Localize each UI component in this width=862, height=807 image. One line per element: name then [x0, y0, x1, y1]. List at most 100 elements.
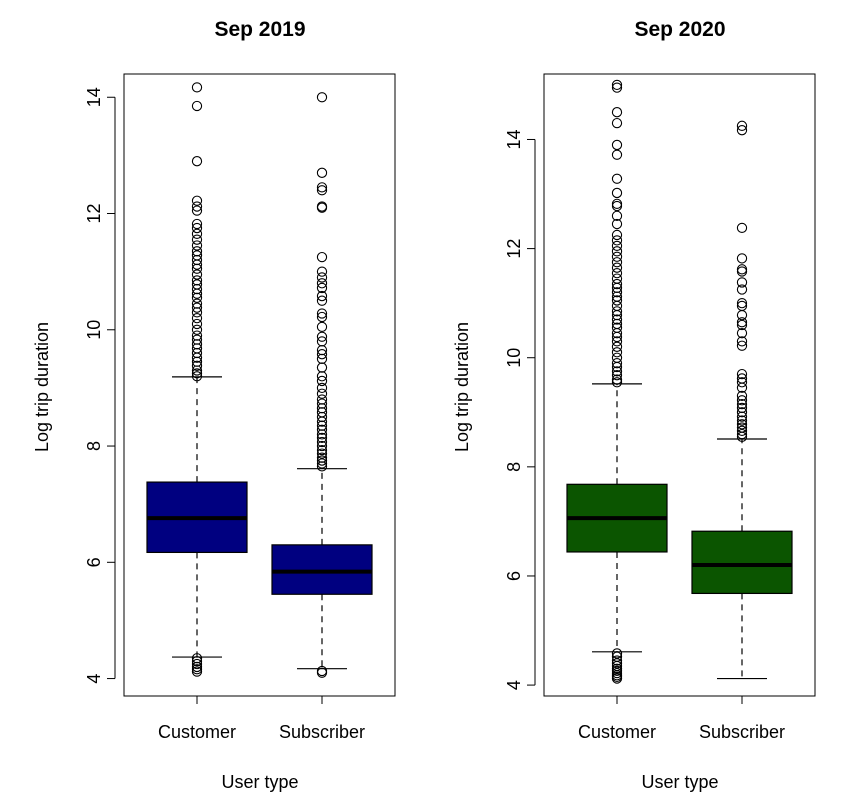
outlier-point: [191, 655, 203, 667]
outlier-point: [316, 167, 328, 178]
outlier-point: [611, 200, 623, 212]
outlier-point: [316, 444, 328, 456]
outlier-point: [736, 120, 748, 131]
outlier-point: [611, 658, 623, 669]
outlier-point: [316, 336, 328, 347]
outlier-point: [736, 284, 748, 295]
outlier-point: [611, 287, 623, 298]
outlier-point: [316, 424, 328, 435]
x-tick-label: Subscriber: [699, 722, 785, 742]
y-tick-label: 6: [84, 557, 104, 567]
outlier-point: [316, 398, 328, 409]
outlier-point: [611, 246, 623, 257]
outlier-point: [316, 308, 328, 319]
outlier-point: [736, 300, 748, 312]
outlier-point: [736, 415, 748, 426]
outlier-point: [611, 336, 623, 347]
y-tick-label: 14: [84, 87, 104, 107]
box-customer: [566, 79, 668, 684]
outlier-point: [736, 402, 748, 414]
outlier-point: [611, 374, 623, 385]
y-tick-label: 4: [84, 674, 104, 684]
outlier-point: [736, 319, 748, 331]
outlier-point: [611, 366, 623, 377]
box-subscriber: [691, 120, 793, 680]
outlier-point: [316, 349, 328, 360]
outlier-point: [736, 407, 748, 418]
outlier-point: [191, 195, 203, 206]
outlier-point: [736, 317, 748, 328]
outlier-point: [191, 666, 203, 677]
outlier-point: [316, 436, 328, 448]
x-tick-label: Customer: [578, 722, 656, 742]
outlier-point: [611, 352, 623, 363]
outlier-point: [611, 251, 623, 262]
outlier-point: [611, 218, 623, 230]
outlier-point: [316, 185, 328, 196]
outlier-point: [611, 257, 623, 268]
y-tick-label: 12: [504, 239, 524, 259]
y-tick-label: 14: [504, 129, 524, 149]
x-axis-label: User type: [221, 772, 298, 792]
outlier-point: [611, 173, 623, 184]
outlier-point: [316, 272, 328, 283]
box-subscriber: [271, 92, 373, 678]
outlier-point: [611, 198, 623, 210]
outlier-point: [191, 250, 203, 261]
plot-frame: [123, 73, 396, 697]
outlier-point: [191, 100, 203, 112]
y-tick-label: 10: [504, 348, 524, 368]
outlier-point: [191, 246, 203, 257]
outlier-point: [736, 277, 748, 288]
outlier-point: [316, 282, 328, 294]
outlier-point: [316, 394, 328, 405]
outlier-point: [316, 311, 328, 323]
outlier-point: [611, 240, 623, 252]
outlier-point: [316, 295, 328, 306]
outlier-point: [736, 253, 748, 264]
panel-title: Sep 2019: [214, 18, 305, 41]
outlier-point: [191, 318, 203, 330]
y-tick-label: 10: [84, 320, 104, 340]
outlier-point: [191, 664, 203, 675]
outlier-point: [316, 266, 328, 277]
outlier-point: [611, 267, 623, 279]
outlier-point: [611, 377, 623, 388]
outlier-point: [191, 269, 203, 280]
y-tick-label: 4: [504, 680, 524, 690]
outlier-point: [736, 373, 748, 384]
outlier-point: [191, 205, 203, 216]
outlier-point: [736, 298, 748, 309]
y-axis-label: Log trip duration: [452, 322, 472, 452]
outlier-point: [736, 328, 748, 339]
outlier-point: [316, 375, 328, 387]
box-customer: [146, 82, 248, 677]
outlier-point: [316, 321, 328, 333]
panel-title: Sep 2020: [634, 18, 725, 41]
outlier-point: [611, 314, 623, 325]
outlier-point: [611, 278, 623, 290]
outlier-point: [736, 310, 748, 321]
outlier-point: [316, 665, 328, 677]
outlier-point: [191, 228, 203, 240]
outlier-point: [611, 648, 623, 659]
outlier-point: [611, 117, 623, 129]
outlier-point: [736, 340, 748, 351]
outlier-point: [316, 455, 328, 466]
y-tick-label: 8: [504, 462, 524, 472]
y-tick-label: 8: [84, 441, 104, 451]
x-axis-label: User type: [641, 772, 718, 792]
outlier-point: [316, 382, 328, 394]
outlier-point: [736, 222, 748, 234]
panel-sep-2019: Sep 2019 Log trip duration User type Cus…: [32, 18, 396, 792]
outlier-point: [736, 336, 748, 347]
outlier-point: [191, 234, 203, 245]
outlier-point: [736, 125, 748, 136]
y-tick-label: 6: [504, 571, 524, 581]
outlier-point: [316, 182, 328, 193]
outlier-point: [191, 302, 203, 313]
box-iqr: [691, 530, 793, 595]
plot-frame: [543, 73, 816, 697]
